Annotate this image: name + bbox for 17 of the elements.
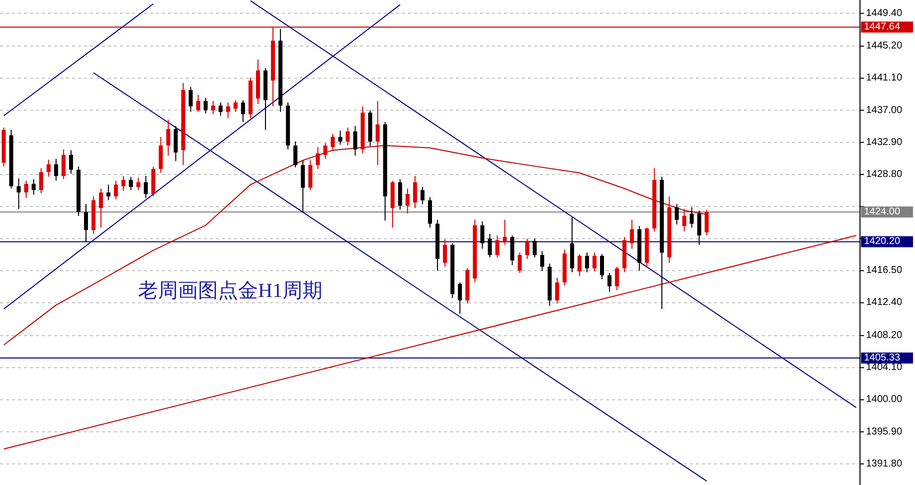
ref-line-label: 1405.33 [864,352,901,364]
y-tick-label: 1449.40 [866,8,903,19]
y-tick-label: 1428.80 [866,168,903,180]
ref-line-label: 1447.64 [864,22,901,33]
ref-line-label: 1420.20 [864,236,901,248]
y-tick-label: 1395.90 [866,426,903,438]
y-tick-label: 1441.10 [866,72,903,84]
y-tick-label: 1412.40 [866,297,903,308]
y-tick-label: 1445.20 [866,40,903,52]
y-tick-label: 1437.00 [866,104,903,116]
y-tick-label: 1408.20 [866,330,903,342]
y-tick-label: 1432.90 [866,136,903,148]
y-tick-label: 1416.50 [866,265,903,276]
y-tick-label: 1391.80 [866,458,903,470]
annotation: 老周画图点金H1周期 [138,280,322,302]
y-tick-label: 1400.00 [866,394,903,406]
ref-line-label: 1424.00 [864,206,901,218]
